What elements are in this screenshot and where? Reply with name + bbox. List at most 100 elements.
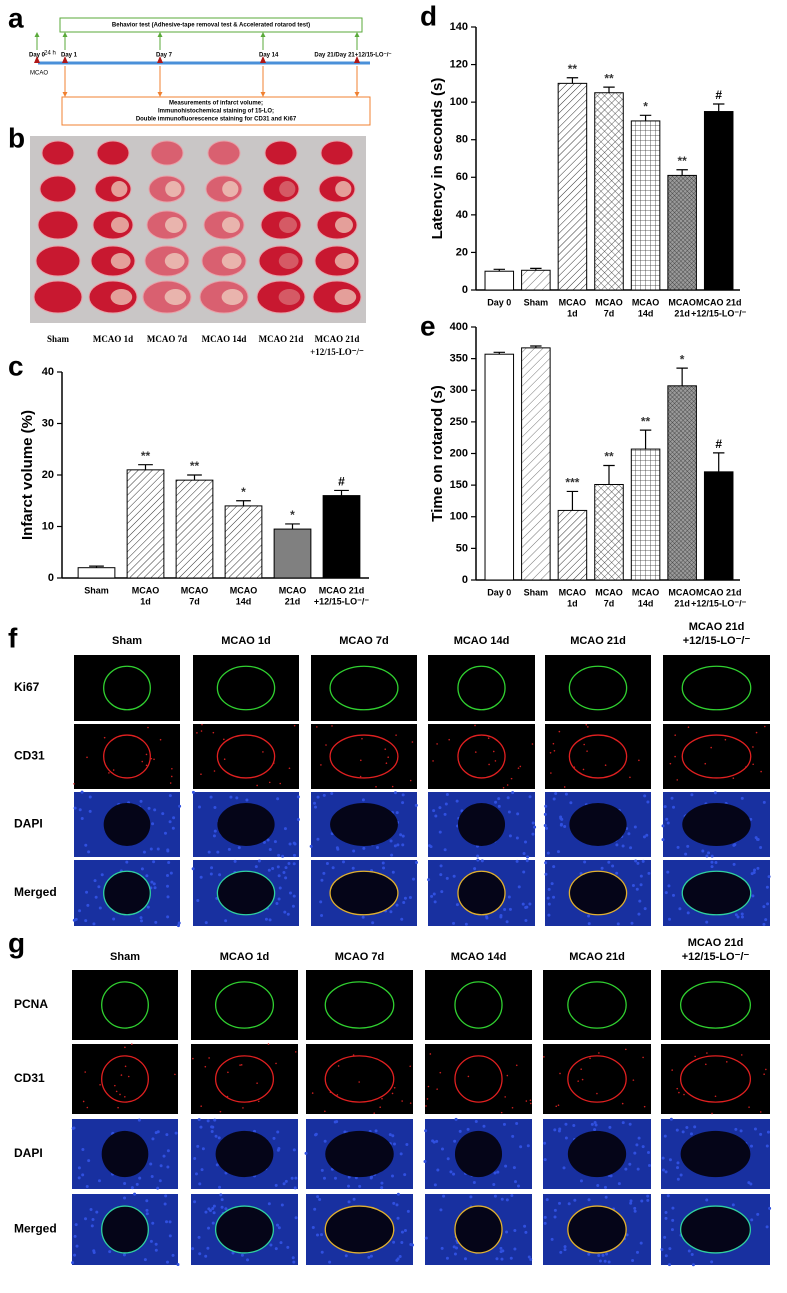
significance: ** <box>568 62 578 76</box>
error-bar <box>493 351 505 355</box>
x-tick-label: 14d <box>236 596 252 606</box>
nucleus <box>500 1197 504 1201</box>
micrograph <box>661 1044 770 1114</box>
nucleus <box>495 1257 499 1261</box>
nucleus <box>322 1176 326 1180</box>
dot <box>596 1092 598 1095</box>
dot <box>257 1100 260 1103</box>
nucleus <box>168 794 172 798</box>
dot <box>409 1102 412 1104</box>
nucleus <box>314 805 318 809</box>
bar <box>630 120 661 291</box>
interval: 24 h <box>44 51 56 57</box>
dot <box>500 1111 503 1114</box>
nucleus <box>100 873 104 877</box>
nucleus <box>679 1173 683 1177</box>
nucleus <box>166 915 170 919</box>
nucleus <box>516 812 520 816</box>
micrograph <box>193 655 299 721</box>
x-tick-label: 7d <box>604 598 615 608</box>
nucleus <box>276 797 280 801</box>
x-tick-label: MCAO <box>595 587 623 597</box>
nucleus <box>85 890 89 894</box>
bar <box>126 469 165 579</box>
nucleus <box>284 876 288 880</box>
nucleus <box>759 1132 763 1136</box>
nucleus <box>525 859 529 863</box>
dot <box>676 1087 679 1090</box>
nucleus <box>351 866 355 870</box>
significance: ** <box>141 449 151 463</box>
nucleus <box>436 1168 440 1172</box>
nucleus <box>661 824 665 828</box>
arrow-head <box>62 32 68 37</box>
infarct <box>334 253 355 269</box>
micrograph <box>428 655 535 721</box>
dot <box>316 726 318 728</box>
nucleus <box>526 855 530 859</box>
vessel <box>214 1205 275 1254</box>
dot <box>710 746 712 749</box>
nucleus <box>766 902 770 906</box>
nucleus <box>453 1139 457 1143</box>
x-tick-label: MCAO <box>559 297 587 307</box>
nucleus <box>362 846 366 850</box>
nucleus <box>740 796 744 800</box>
dot <box>432 760 434 762</box>
error-bar <box>89 565 104 568</box>
nucleus <box>628 1162 632 1166</box>
dot <box>506 784 509 786</box>
nucleus <box>159 1164 163 1168</box>
nucleus <box>154 1242 158 1246</box>
bar <box>667 174 697 291</box>
nucleus <box>194 1172 198 1176</box>
significance: * <box>241 485 246 499</box>
dot <box>337 1065 340 1067</box>
nucleus <box>210 866 214 870</box>
nucleus <box>207 850 211 854</box>
dot <box>467 1075 470 1078</box>
nucleus <box>137 1118 141 1122</box>
vessel <box>324 981 395 1029</box>
nucleus <box>666 1194 670 1198</box>
dot <box>563 786 566 788</box>
micrograph <box>663 724 770 789</box>
dot <box>760 770 762 773</box>
nucleus <box>661 838 665 842</box>
error-bar <box>603 464 615 485</box>
nucleus <box>392 1142 396 1146</box>
dot <box>632 1079 635 1081</box>
nucleus <box>211 1221 215 1225</box>
nucleus <box>213 1118 217 1122</box>
nucleus <box>507 895 511 899</box>
nucleus <box>361 798 365 802</box>
nucleus <box>212 1204 216 1208</box>
dot <box>559 1072 561 1075</box>
nucleus <box>347 1175 351 1179</box>
nucleus <box>214 1134 218 1138</box>
nucleus <box>71 1261 75 1265</box>
y-tick-label: 0 <box>462 284 468 296</box>
nucleus <box>497 797 501 801</box>
panel-label: g <box>8 927 25 958</box>
dot <box>531 743 534 745</box>
nucleus <box>646 800 650 804</box>
vessel <box>214 981 275 1029</box>
dot <box>385 762 388 765</box>
dot <box>381 1097 383 1100</box>
nucleus <box>664 1216 668 1220</box>
nucleus <box>515 859 519 863</box>
x-tick-label: 1d <box>140 596 151 606</box>
nucleus <box>485 915 489 919</box>
nucleus <box>509 1256 513 1260</box>
nucleus <box>710 865 714 869</box>
column-header: MCAO 21d <box>569 951 625 963</box>
row-label: CD31 <box>14 1071 45 1085</box>
nucleus <box>435 1139 439 1143</box>
nucleus <box>736 915 740 919</box>
nucleus <box>634 859 638 863</box>
dot <box>73 783 75 785</box>
nucleus <box>330 792 334 796</box>
nucleus <box>633 1206 637 1210</box>
nucleus <box>552 797 556 801</box>
